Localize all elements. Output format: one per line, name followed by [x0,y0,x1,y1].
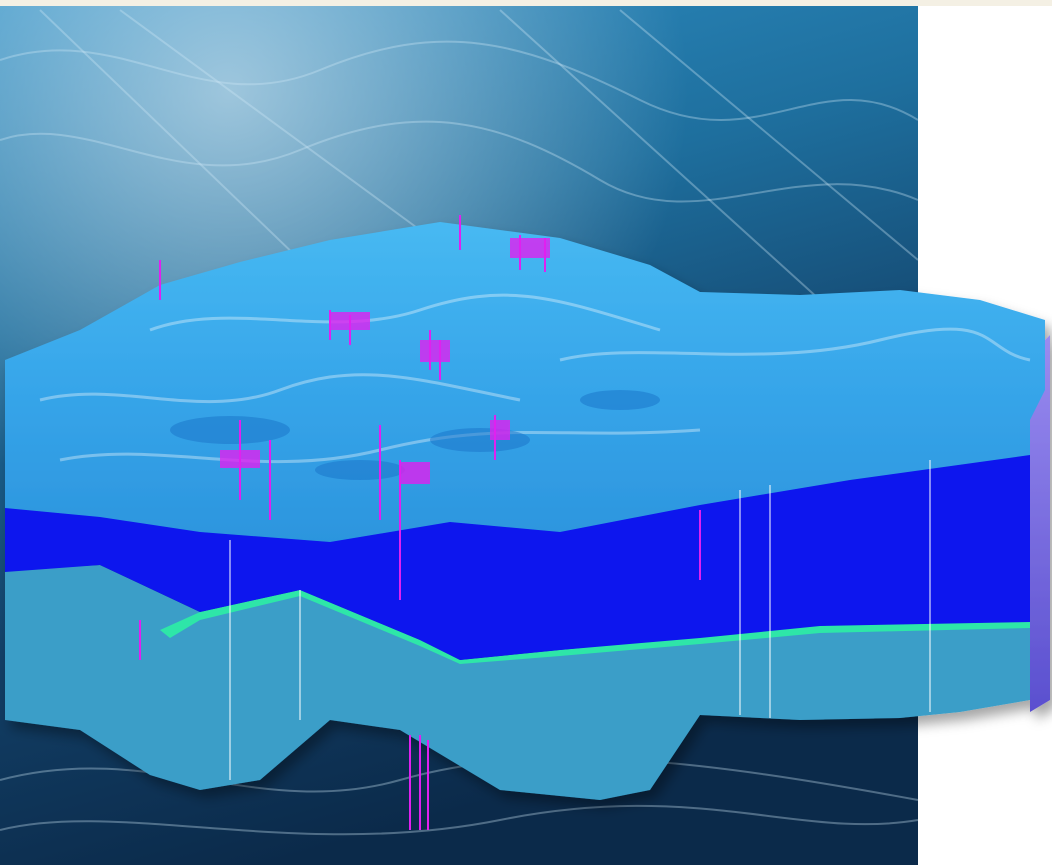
middle-layer [5,450,1030,660]
side-face [1030,335,1050,712]
model-block [5,222,1050,800]
background-swirls [0,9,919,836]
lower-layer [5,565,1030,800]
surface-shading [170,390,660,480]
layer-seams [229,460,931,780]
top-strip [0,0,1052,6]
well-clusters [220,238,550,484]
green-horizon [160,590,1030,664]
